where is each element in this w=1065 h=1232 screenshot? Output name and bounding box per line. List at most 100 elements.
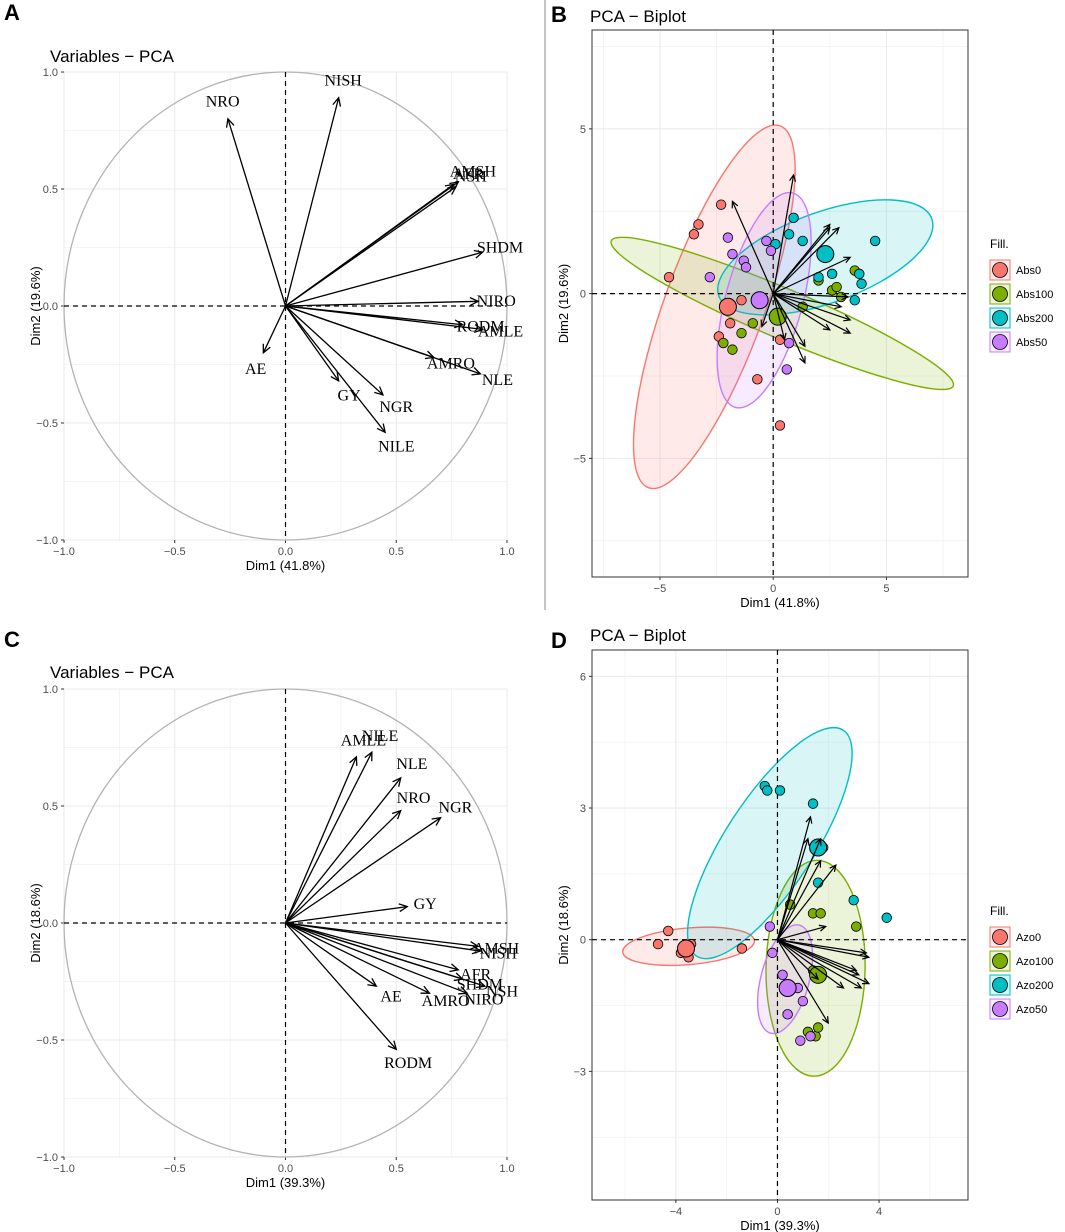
biplot-arrow-head	[731, 200, 739, 209]
data-point-azo0	[663, 925, 674, 937]
y-tick-label: 0.0	[43, 918, 58, 930]
biplot-arrow	[773, 293, 851, 321]
data-point-abs50	[781, 364, 792, 375]
variable-label-shdm: SHDM	[477, 239, 523, 256]
data-point-abs200	[797, 235, 808, 247]
loading-arrow-rodm-head	[387, 1040, 398, 1051]
variable-label-nish: NISH	[480, 946, 518, 963]
biplot-arrow	[776, 864, 837, 941]
y-tick-label: 5	[580, 124, 586, 136]
variable-label-nish: NISH	[324, 72, 362, 89]
chart-title-c: Variables − PCA	[50, 663, 175, 682]
biplot-arrow	[772, 293, 806, 364]
y-tick-label: −1.0	[36, 535, 58, 547]
panel-letter-b: B	[551, 2, 567, 27]
chart-title-d: PCA − Biplot	[590, 626, 686, 645]
data-point-abs50	[727, 248, 738, 260]
loading-arrow-nro	[285, 810, 402, 924]
biplot-arrow	[772, 256, 851, 295]
biplot-arrow	[776, 816, 812, 940]
data-point-azo0	[736, 943, 748, 954]
variable-label-gy: GY	[338, 388, 362, 405]
biplot-arrow-head	[822, 323, 831, 331]
loading-arrow-nro-head	[391, 809, 402, 820]
loading-arrow-amsh-head	[469, 940, 480, 950]
biplot-arrow-head	[814, 859, 822, 868]
biplot-arrow	[776, 939, 829, 1024]
group-centroid-abs0	[718, 297, 737, 316]
biplot-arrow	[776, 838, 822, 940]
data-point-abs50	[783, 337, 795, 349]
panel-letter-c: C	[4, 627, 20, 652]
loading-arrow-niro-head	[458, 986, 469, 995]
biplot-arrow-head	[843, 256, 852, 264]
x-tick-label: 0	[774, 1206, 780, 1218]
loading-arrow-nile	[284, 305, 386, 433]
data-point-abs50	[740, 262, 752, 273]
loading-arrow-nsh-head	[475, 979, 487, 989]
biplot-arrow	[772, 224, 831, 294]
data-point-azo50	[797, 995, 809, 1007]
x-tick-label: −0.5	[164, 1163, 186, 1175]
legend-key-point	[992, 286, 1008, 302]
legend-label-abs200: Abs200	[1016, 313, 1053, 325]
legend-title: Fill.	[990, 237, 1009, 251]
biplot-arrow-head	[829, 863, 837, 873]
data-point-abs200	[854, 268, 865, 280]
x-tick-label: 0.0	[278, 546, 293, 558]
loading-arrow-amle	[284, 756, 357, 924]
data-point-abs0	[715, 199, 727, 210]
y-tick-label: −3	[573, 1066, 586, 1078]
loading-arrow-amro	[285, 922, 430, 994]
loading-arrow-nro-head	[225, 117, 235, 128]
y-tick-label: 1.0	[43, 684, 58, 696]
data-point-abs200	[856, 278, 867, 289]
plot-frame-b	[591, 29, 969, 578]
loading-arrow-nro	[227, 118, 287, 307]
biplot-arrow-head	[851, 969, 861, 976]
loading-arrow-rodm	[285, 922, 397, 1050]
biplot-arrow	[777, 939, 862, 989]
biplot-arrow-head	[811, 972, 820, 981]
legend-label-azo100: Azo100	[1016, 956, 1053, 968]
biplot-arrow-head	[779, 332, 787, 342]
panel-letter-d: D	[551, 628, 567, 653]
data-point-azo200	[807, 798, 819, 809]
y-tick-label: 0	[580, 935, 586, 947]
loading-arrow-nle	[285, 305, 481, 375]
biplot-arrow-head	[861, 977, 871, 985]
biplot-arrow-head	[849, 964, 858, 972]
loading-arrow-gy	[285, 905, 408, 924]
panel-a-variables-pca: Variables − PCA −1.0 −0.5 0.0 0.5 1.0 −1.0 −0.5…	[28, 47, 523, 573]
loading-arrow-nile-head	[364, 750, 373, 762]
biplot-arrow-head	[854, 981, 863, 989]
variable-label-nro: NRO	[397, 790, 431, 807]
variable-label-nsh: NSH	[486, 984, 518, 1001]
data-point-abs0	[774, 420, 786, 431]
confidence-ellipse-azo200	[686, 726, 853, 960]
biplot-arrow-head	[841, 293, 850, 301]
x-axis-title: Dim1 (39.3%)	[740, 1218, 819, 1232]
x-tick-label: 0.5	[389, 546, 404, 558]
loading-arrow-gy	[284, 305, 340, 382]
loading-arrow-nsh	[285, 922, 486, 987]
biplot-arrow-head	[798, 339, 806, 348]
biplot-arrow-head	[843, 314, 852, 322]
loading-arrow-ngr	[285, 305, 384, 396]
loading-arrow-ae	[285, 922, 377, 987]
data-point-azo100	[851, 921, 862, 932]
y-axis-title: Dim2 (18.6%)	[28, 883, 43, 962]
data-point-azo200	[881, 912, 892, 923]
biplot-arrow	[773, 293, 848, 298]
data-point-azo50	[782, 1009, 793, 1020]
loading-arrow-nle-head	[392, 776, 402, 787]
loading-arrow-amsh	[285, 922, 479, 948]
data-point-abs200	[869, 235, 881, 247]
data-point-abs200	[849, 295, 860, 306]
data-point-azo200	[848, 894, 859, 906]
variable-label-afr: AFR	[453, 166, 484, 183]
variable-label-niro: NIRO	[477, 293, 516, 310]
legend-title: Fill.	[990, 904, 1009, 918]
panel-d-pca-biplot: PCA − Biplot −4 0 4 −3 0 3 6 Dim1 (39.3%) Dim2 (1…	[556, 626, 1053, 1232]
loading-arrow-afr	[285, 922, 459, 971]
